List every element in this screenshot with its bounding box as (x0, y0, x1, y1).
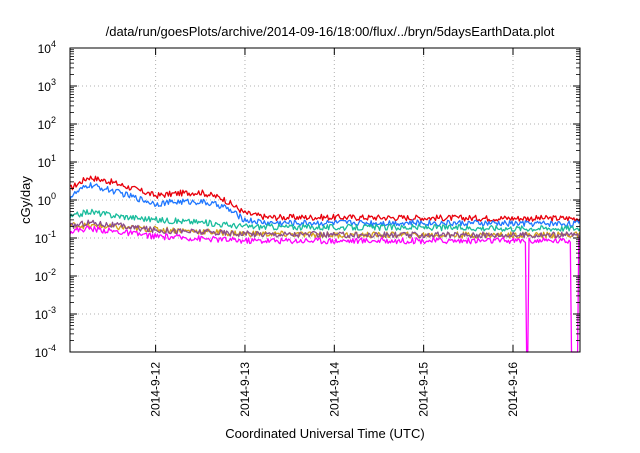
x-tick-label: 2014-9-12 (149, 362, 163, 417)
series-line (70, 176, 580, 221)
y-tick-label: 102 (38, 115, 56, 132)
x-axis-label: Coordinated Universal Time (UTC) (225, 426, 424, 441)
x-tick-label: 2014-9-14 (327, 362, 341, 417)
y-tick-label: 103 (38, 77, 56, 94)
series-layer (70, 176, 580, 352)
y-tick-label: 101 (38, 153, 56, 170)
x-tick-label: 2014-9-13 (238, 362, 252, 417)
y-tick-label: 10-4 (35, 343, 56, 360)
y-axis-label: cGy/day (18, 176, 33, 224)
x-tick-label: 2014-9-16 (506, 362, 520, 417)
x-tick-label: 2014-9-15 (417, 362, 431, 417)
y-tick-label: 10-3 (35, 305, 56, 322)
series-line (70, 226, 580, 352)
y-tick-label: 104 (38, 39, 56, 56)
y-tick-label: 100 (38, 191, 56, 208)
chart-title: /data/run/goesPlots/archive/2014-09-16/1… (106, 24, 555, 39)
grid-layer (70, 48, 580, 352)
y-tick-label: 10-2 (35, 267, 56, 284)
y-tick-label: 10-1 (35, 229, 56, 246)
